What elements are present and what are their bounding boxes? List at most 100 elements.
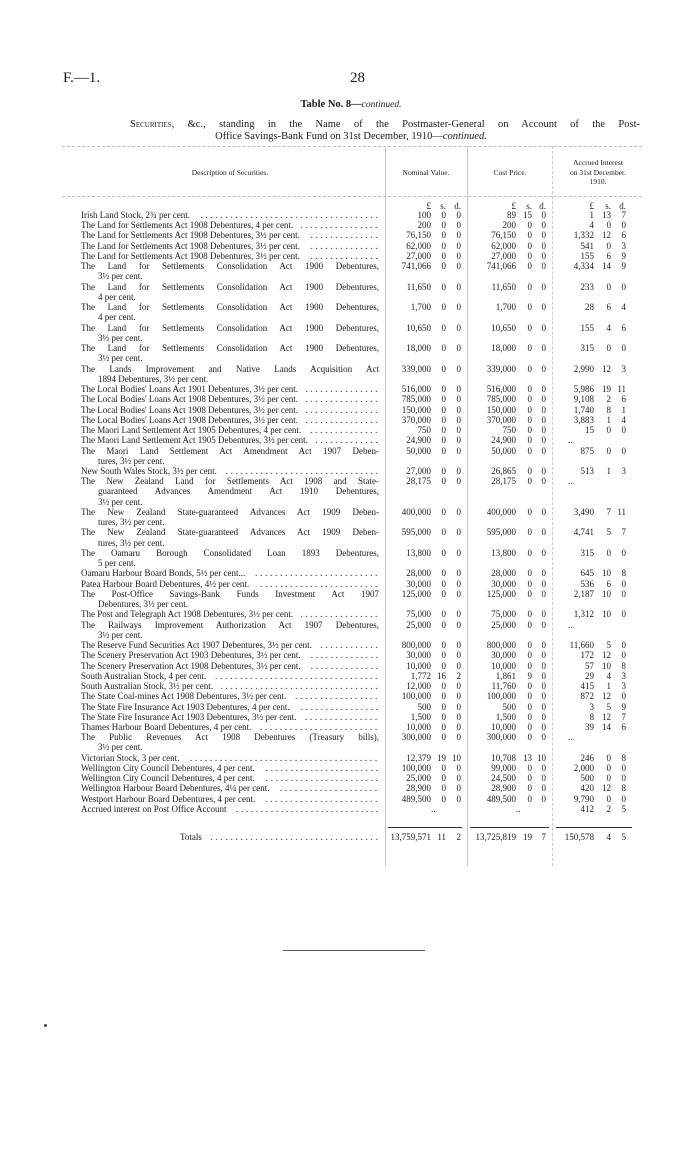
accrued-pence: 0 [621, 445, 627, 456]
accrued-shillings: 6 [606, 302, 612, 313]
security-description: The State Fire Insurance Act 1903 Debent… [81, 701, 379, 712]
description-text: The New Zealand Land for Settlements Act… [81, 476, 379, 487]
column-header-description: Description of Securities. [191, 168, 269, 177]
security-description: The New Zealand State-guaranteed Advance… [81, 507, 379, 517]
cost-pounds: 370,000 [486, 414, 516, 425]
nominal-pounds: 62,000 [406, 240, 431, 251]
accrued-shillings: 4 [606, 670, 612, 681]
cost-pounds: 741,066 [486, 261, 516, 272]
nominal-pounds: 28,900 [406, 783, 431, 794]
table-top-rule [62, 146, 642, 147]
nominal-pounds: 12,379 [406, 752, 431, 763]
cost-pence: 0 [541, 230, 547, 241]
unit-label: d. [619, 201, 626, 211]
accrued-shillings: 14 [602, 261, 611, 272]
accrued-shillings: 12 [602, 363, 611, 374]
nominal-shillings: 0 [441, 394, 447, 405]
accrued-shillings: 0 [606, 762, 612, 773]
cost-shillings: 0 [527, 466, 533, 476]
caption-smallcaps: Securities [130, 119, 172, 130]
cost-pounds: 27,000 [491, 250, 516, 261]
nominal-pounds: 30,000 [406, 578, 431, 589]
cost-pounds: 125,000 [486, 588, 516, 599]
description-text: Accrued interest on Post Office Account [81, 803, 227, 814]
accrued-pence: 0 [621, 793, 627, 804]
security-description: The Local Bodies' Loans Act 1908 Debentu… [81, 414, 379, 425]
leader-dots [309, 425, 379, 434]
cost-pounds: 25,000 [491, 619, 516, 630]
security-description: The Land for Settlements Act 1908 Debent… [81, 240, 379, 251]
nominal-pounds: 25,000 [406, 773, 431, 784]
nominal-pence: 10 [452, 752, 461, 763]
accrued-shillings: 5 [606, 640, 612, 651]
accrued-shillings: 2 [606, 803, 612, 814]
description-text: The Post-Office Savings-Bank Funds Inves… [81, 588, 379, 599]
accrued-shillings: 4 [606, 832, 612, 843]
cost-pence: 0 [541, 425, 547, 436]
nominal-pounds: 1,500 [410, 711, 431, 722]
nominal-shillings: 0 [441, 650, 447, 661]
description-text: 4 per cent. [98, 312, 136, 323]
accrued-pounds: 1,332 [573, 230, 594, 241]
cost-pence: 0 [541, 588, 547, 599]
caption-line-1-text: , &c., standing in the Name of the Postm… [171, 119, 640, 130]
nominal-shillings: 0 [441, 732, 447, 743]
accrued-pounds: 233 [580, 281, 595, 292]
accrued-pence: 0 [621, 609, 627, 620]
cost-shillings: 0 [527, 527, 533, 538]
accrued-pounds: 11,660 [569, 640, 594, 651]
cost-shillings: 0 [527, 425, 533, 436]
accrued-pounds: 3,490 [573, 506, 594, 517]
accrued-pounds: 536 [580, 578, 595, 589]
cost-pounds: 11,650 [491, 281, 516, 292]
unit-label: s. [526, 201, 532, 211]
cost-pence: 0 [541, 435, 547, 446]
nominal-pence: 0 [456, 435, 462, 446]
accrued-pounds: 246 [580, 752, 595, 763]
nominal-shillings: 0 [441, 762, 447, 773]
cost-shillings: 15 [523, 210, 532, 220]
accrued-pence: 3 [621, 681, 627, 692]
cost-pounds: 1,500 [495, 711, 516, 722]
accrued-pence: 11 [617, 506, 626, 517]
accrued-pounds: 875 [580, 445, 595, 456]
security-description: The Oamaru Borough Consolidated Loan 189… [81, 548, 379, 558]
description-text: The Maori Land Settlement Act Amendment … [81, 445, 379, 456]
cost-shillings: 0 [527, 343, 533, 354]
accrued-shillings: 12 [602, 230, 611, 241]
accrued-pence: 3 [621, 240, 627, 251]
cost-shillings: 0 [527, 445, 533, 456]
unit-label: £ [426, 201, 432, 211]
accrued-pence: 9 [621, 261, 627, 272]
cost-pence: 0 [541, 414, 547, 425]
table-caption-line-2: Office Savings-Bank Fund on 31st Decembe… [0, 131, 700, 142]
nominal-shillings: 0 [441, 210, 447, 220]
cost-pence: 0 [541, 476, 547, 487]
cost-pence: 0 [541, 384, 547, 395]
accrued-pence: 6 [621, 722, 627, 732]
cost-shillings: 0 [527, 783, 533, 794]
cost-pounds: 75,000 [491, 609, 516, 620]
accrued-pence: 7 [621, 527, 627, 538]
security-description: The New Zealand Land for Settlements Act… [81, 476, 379, 486]
cost-pounds: 10,000 [491, 660, 516, 671]
accrued-pence: 9 [621, 250, 627, 261]
accrued-pence: 0 [621, 578, 627, 589]
description-text: Westport Harbour Board Debentures, 4 per… [81, 793, 256, 804]
nominal-pence: 0 [456, 681, 462, 692]
description-text: The Scenery Preservation Act 1908 Debent… [81, 660, 301, 671]
cost-pounds: 26,865 [491, 466, 516, 476]
accrued-pence: 6 [621, 322, 627, 333]
unit-label: d. [454, 201, 461, 211]
accrued-pence: 5 [621, 832, 627, 843]
security-description: 5 per cent. [98, 558, 379, 568]
accrued-header-line: Accrued Interest [573, 158, 623, 167]
accrued-shillings: 0 [606, 220, 612, 231]
accrued-pence: 11 [617, 384, 626, 395]
security-description: The Post and Telegraph Act 1908 Debentur… [81, 609, 379, 619]
security-description: Irish Land Stock, 2¾ per cent. [81, 210, 379, 220]
nominal-shillings: 0 [441, 691, 447, 702]
security-description: The Reserve Fund Securities Act 1907 Deb… [81, 640, 379, 650]
nominal-pounds: 489,500 [401, 793, 431, 804]
description-text: The Land for Settlements Act 1908 Debent… [81, 220, 294, 231]
